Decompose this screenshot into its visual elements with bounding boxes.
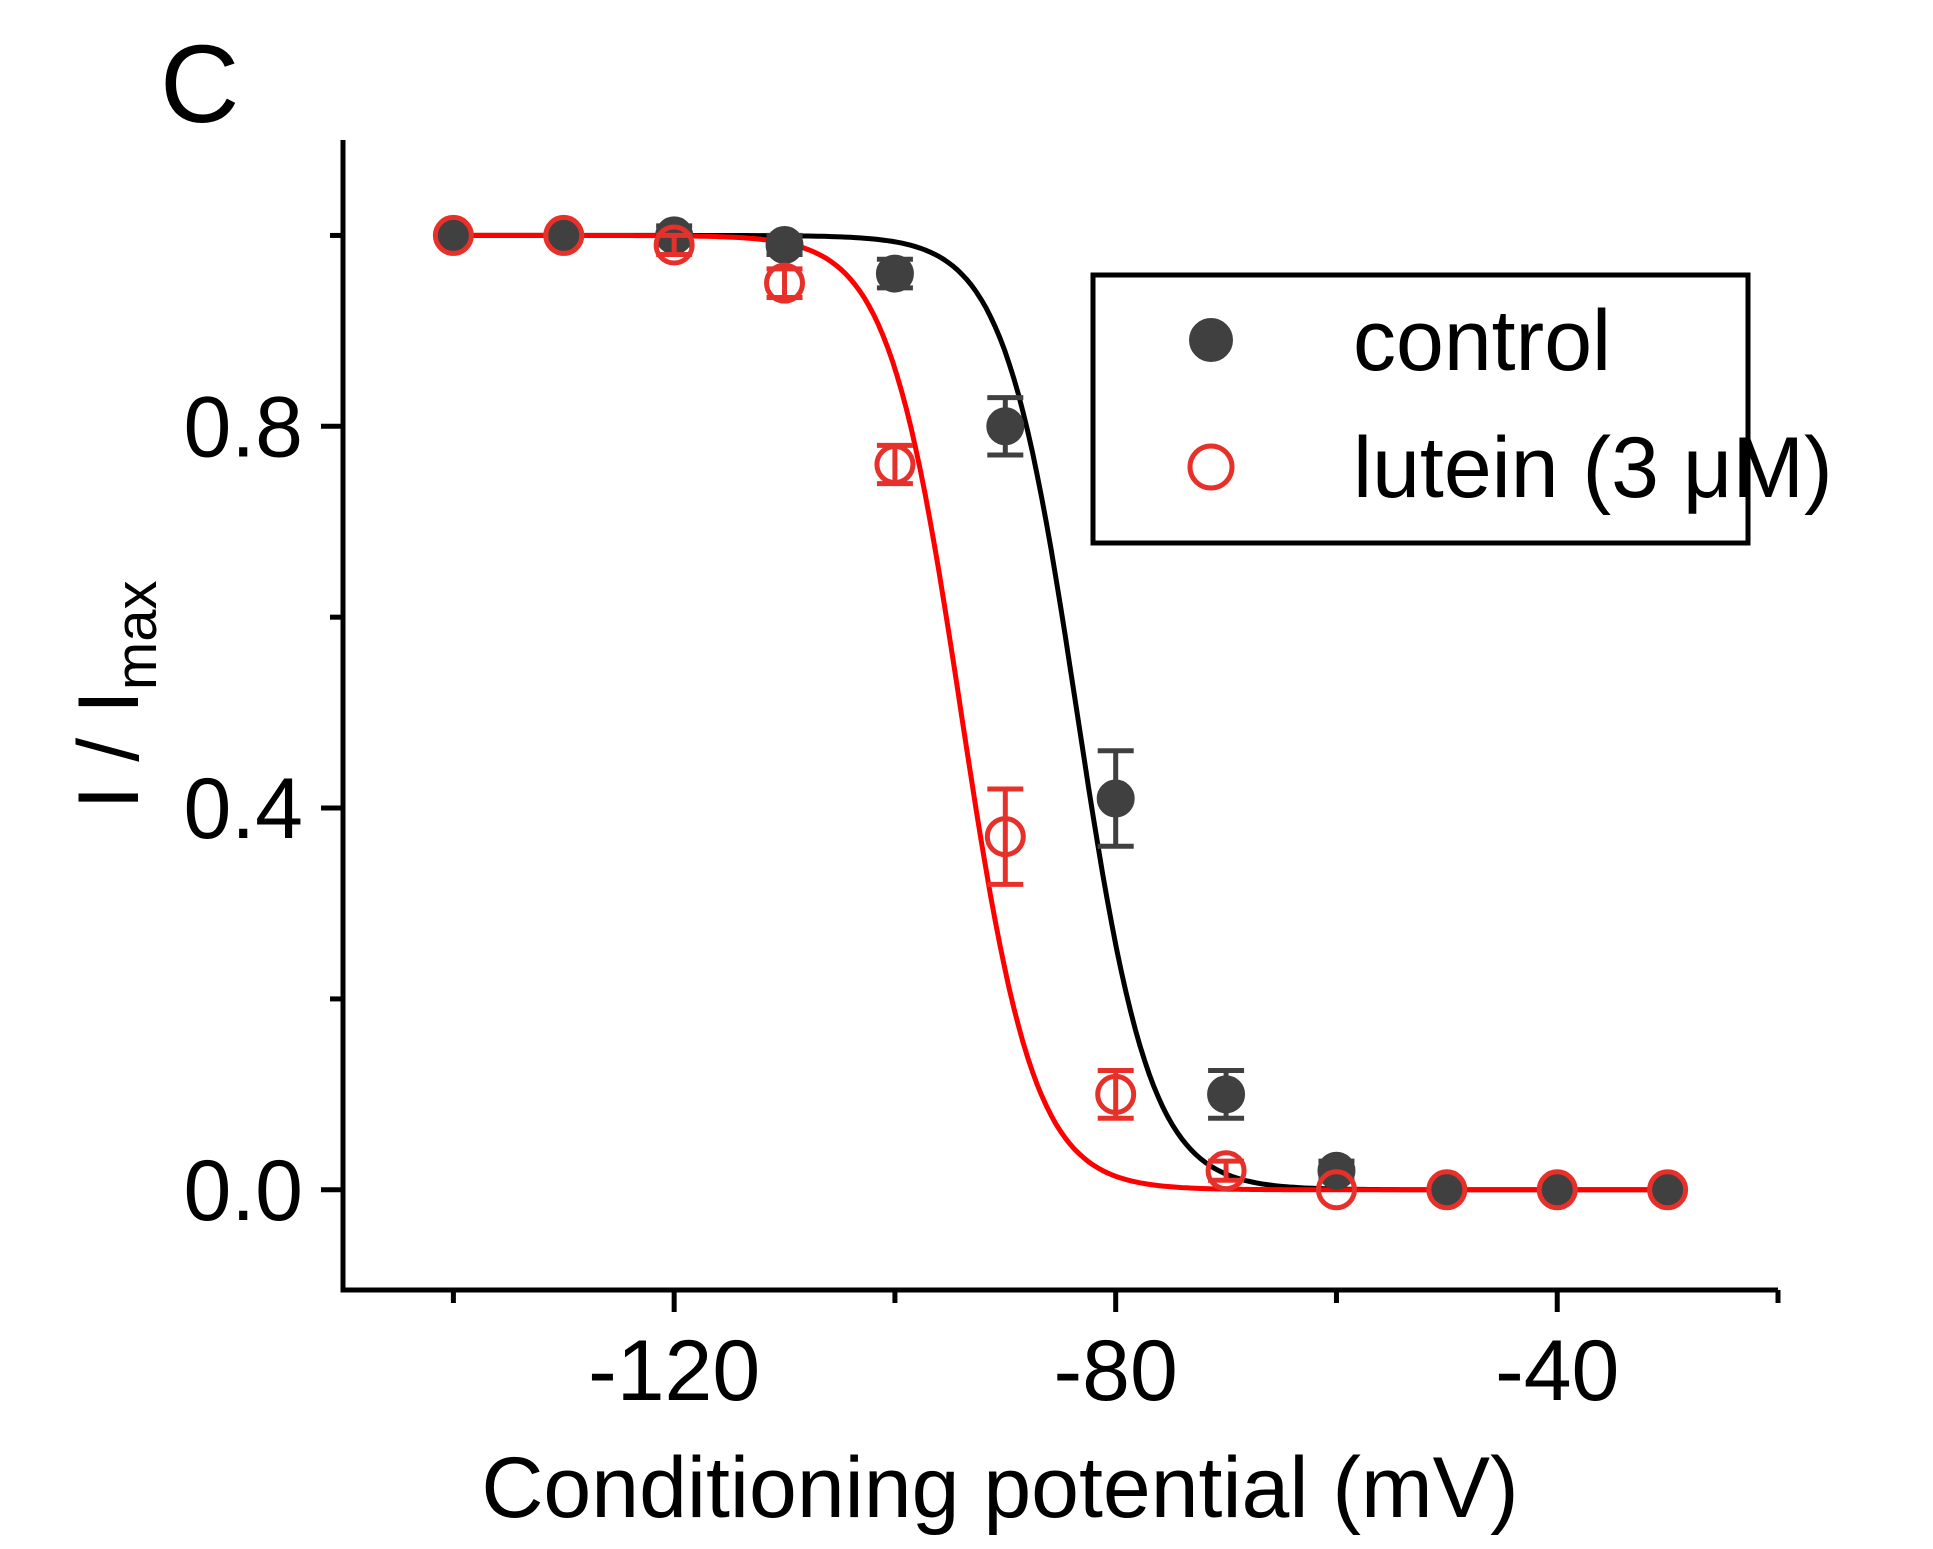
data-point-control [1207,1075,1246,1114]
data-point-control [875,254,914,293]
legend-marker-lutein [1187,443,1235,491]
data-point-lutein [432,214,474,256]
data-point-lutein [1536,1169,1578,1211]
y-tick-label: 0.8 [183,379,303,475]
y-axis-label: I / Imax [61,580,169,809]
y-axis-label-sub: max [104,580,169,690]
y-tick-label: 0.0 [183,1143,303,1239]
data-point-control [986,407,1025,446]
data-point-lutein [1095,1073,1137,1115]
x-tick-label: -40 [1495,1323,1619,1419]
data-point-lutein [1315,1169,1357,1211]
data-point-control [765,225,804,264]
x-axis-label: Conditioning potential (mV) [481,1440,1518,1536]
svg-text:I / Imax: I / Imax [61,580,169,809]
panel-label: C [160,23,240,146]
x-tick-label: -80 [1054,1323,1178,1419]
data-point-lutein [1205,1150,1247,1192]
axis-labels: Conditioning potential (mV) I / Imax [61,580,1519,1536]
data-point-lutein [543,214,585,256]
legend-label-control: control [1353,293,1611,389]
legend: control lutein (3 μM) [1090,272,1833,546]
data-points [432,214,1689,1211]
data-point-control [1096,779,1135,818]
legend-marker-control [1189,318,1233,362]
data-point-lutein [984,816,1026,858]
data-point-lutein [764,262,806,304]
y-axis-label-main: I / I [61,690,157,809]
data-point-lutein [1426,1169,1468,1211]
x-tick-label: -120 [588,1323,760,1419]
legend-label-lutein: lutein (3 μM) [1353,420,1833,516]
legend-box [1090,272,1751,546]
axes: -120 -80 -40 0.0 0.4 0.8 [183,140,1781,1419]
data-point-lutein [653,224,695,266]
y-tick-label: 0.4 [183,761,303,857]
data-point-lutein [1647,1169,1689,1211]
data-point-lutein [874,443,916,485]
